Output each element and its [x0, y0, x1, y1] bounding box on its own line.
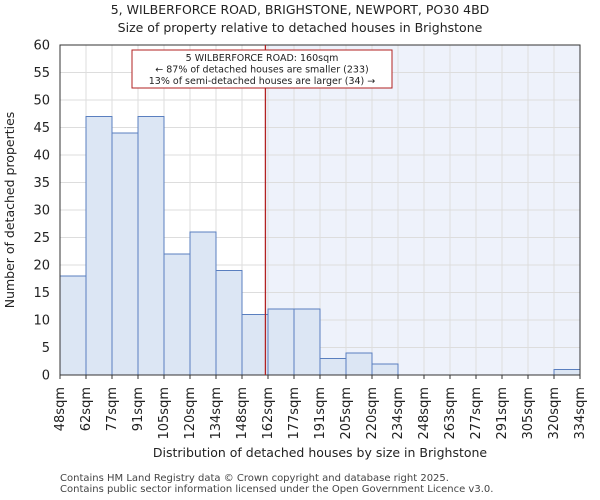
x-tick-label: 148sqm	[235, 387, 250, 440]
y-tick-label: 50	[33, 94, 50, 109]
histogram-bar	[267, 308, 295, 376]
bar-chart: 0 5 10 15 20 25 30 35 40 45 50 55 60 48sqm 62sqm 77sqm 9…	[2, 39, 588, 461]
x-tick-label: 134sqm	[209, 387, 224, 440]
x-tick-label: 277sqm	[469, 387, 484, 440]
annotation-box	[131, 49, 393, 89]
histogram-bar	[293, 308, 321, 376]
y-tick-label: 20	[33, 259, 50, 274]
y-tick-label: 45	[33, 121, 50, 136]
histogram-bar	[371, 363, 399, 376]
y-tick-label: 5	[42, 341, 50, 356]
chart-title: 5, WILBERFORCE ROAD, BRIGHSTONE, NEWPORT…	[110, 2, 490, 17]
x-tick-label: 120sqm	[183, 387, 198, 440]
x-tick-label: 48sqm	[53, 387, 68, 431]
histogram-bar	[189, 231, 217, 376]
y-tick-label: 25	[33, 231, 50, 246]
histogram-bar	[241, 314, 269, 376]
histogram-bar	[345, 352, 373, 376]
histogram-bar	[85, 116, 113, 376]
x-tick-label: 320sqm	[547, 387, 562, 440]
y-tick-label: 10	[33, 314, 50, 329]
x-tick-label: 191sqm	[313, 387, 328, 440]
y-axis-title: Number of detached properties	[2, 112, 17, 309]
x-tick-label: 91sqm	[131, 387, 146, 431]
x-tick-label: 220sqm	[365, 387, 380, 440]
x-tick-label: 205sqm	[339, 387, 354, 440]
y-tick-label: 0	[42, 369, 50, 384]
annotation-line: 13% of semi-detached houses are larger (…	[149, 76, 376, 87]
x-tick-label: 291sqm	[495, 387, 510, 440]
annotation-line: 5 WILBERFORCE ROAD: 160sqm	[186, 53, 339, 64]
histogram-bar	[59, 275, 87, 376]
histogram-bar	[319, 358, 347, 376]
y-tick-label: 55	[33, 66, 50, 81]
footer-copyright: Contains HM Land Registry data © Crown c…	[60, 473, 449, 484]
histogram-bar	[553, 369, 581, 376]
y-tick-label: 30	[33, 204, 50, 219]
x-tick-label: 62sqm	[79, 387, 94, 431]
y-tick-label: 60	[33, 39, 50, 54]
histogram-bar	[163, 253, 191, 376]
chart-subtitle: Size of property relative to detached ho…	[117, 20, 483, 35]
x-tick-label: 334sqm	[573, 387, 588, 440]
x-tick-label: 248sqm	[417, 387, 432, 440]
x-axis-title: Distribution of detached houses by size …	[153, 445, 488, 460]
annotation-line: ← 87% of detached houses are smaller (23…	[155, 65, 368, 76]
x-tick-label: 234sqm	[391, 387, 406, 440]
histogram-bar	[215, 270, 243, 376]
x-tick-label: 162sqm	[261, 387, 276, 440]
x-tick-label: 305sqm	[521, 387, 536, 440]
y-tick-label: 35	[33, 176, 50, 191]
x-tick-label: 177sqm	[287, 387, 302, 440]
histogram-bar	[137, 116, 165, 376]
y-tick-label: 15	[33, 286, 50, 301]
histogram-bar	[111, 132, 139, 376]
footer-licence: Contains public sector information licen…	[60, 484, 494, 495]
x-tick-label: 263sqm	[443, 387, 458, 440]
y-tick-label: 40	[33, 149, 50, 164]
x-tick-label: 105sqm	[157, 387, 172, 440]
x-tick-label: 77sqm	[105, 387, 120, 431]
